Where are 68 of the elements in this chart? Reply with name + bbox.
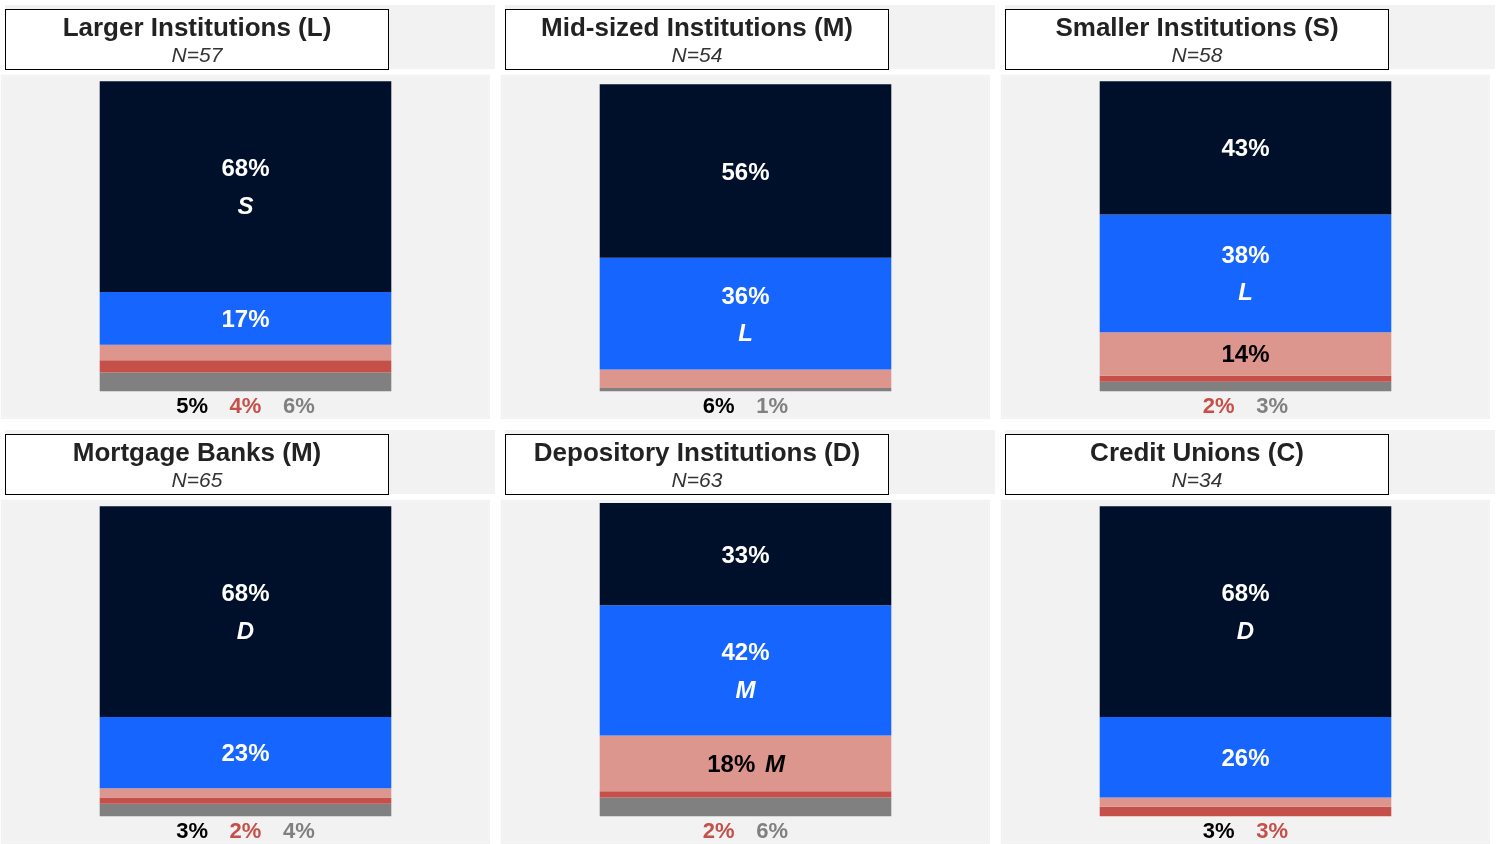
bar [599,503,892,606]
data-label: 26% [1221,743,1270,771]
data-label: 14% [1221,340,1270,368]
bar [599,388,892,392]
data-label: 23% [221,739,270,767]
data-label: 43% [1221,134,1270,162]
data-label: 4% [283,817,315,843]
bar [99,803,392,817]
bar [599,735,892,792]
bar [99,81,392,292]
bar [1099,381,1392,392]
bar [99,372,392,392]
bar [99,291,392,345]
data-label: 36% L [721,281,770,346]
bar [599,791,892,798]
bar [1099,806,1392,817]
bar [599,369,892,389]
data-label: 2% [702,817,735,843]
data-label: 68% D [1221,579,1270,644]
chart-subtitle: N=34 [1170,468,1224,492]
data-label: 56% [721,157,770,185]
data-label: 6% [283,392,315,418]
data-label: 3% [1256,392,1289,418]
bar [99,360,392,373]
chart-title: Mortgage Banks (M) [71,437,323,468]
data-label: 3% [176,817,208,843]
chart-title: Smaller Institutions (S) [1054,12,1340,43]
data-label: 6% [702,392,735,418]
bar [1099,214,1392,333]
data-label: 17% [221,304,270,332]
data-label: 68% S [221,154,270,219]
data-label: 68% D [221,579,270,644]
chart-title: Larger Institutions (L) [61,12,333,43]
chart-subtitle: N=63 [670,468,724,492]
bar [1099,506,1392,717]
chart-title: Depository Institutions (D) [532,437,862,468]
data-label: 6% [756,817,789,843]
bar [99,506,392,717]
data-label: 2% [229,817,262,843]
bar [99,344,392,361]
data-label: 5% [176,392,208,418]
data-label: 4% [229,392,262,418]
data-label: 3% [1202,817,1235,843]
data-label: 33% [721,540,770,568]
bar [1099,81,1392,215]
chart-title: Credit Unions (C) [1089,437,1305,468]
bar [99,797,392,804]
chart-subtitle: N=65 [170,468,224,492]
bar [599,84,892,258]
data-label: 3% [1256,817,1289,843]
bar [1099,332,1392,376]
chart-title: Mid-sized Institutions (M) [540,12,854,43]
data-label: 42% M [721,638,770,703]
bar [1099,797,1392,807]
chart-subtitle: N=57 [170,43,224,67]
bar [599,605,892,736]
data-label: 38% L [1221,241,1270,306]
bar [1099,375,1392,382]
bar [599,797,892,817]
bar [99,788,392,798]
bar [1099,716,1392,798]
bar [99,716,392,789]
data-label: 18% M [707,749,786,777]
data-label: 1% [756,392,789,418]
data-label: 2% [1202,392,1235,418]
bar [599,257,892,370]
chart-subtitle: N=58 [1170,43,1224,67]
chart-subtitle: N=54 [670,43,724,67]
